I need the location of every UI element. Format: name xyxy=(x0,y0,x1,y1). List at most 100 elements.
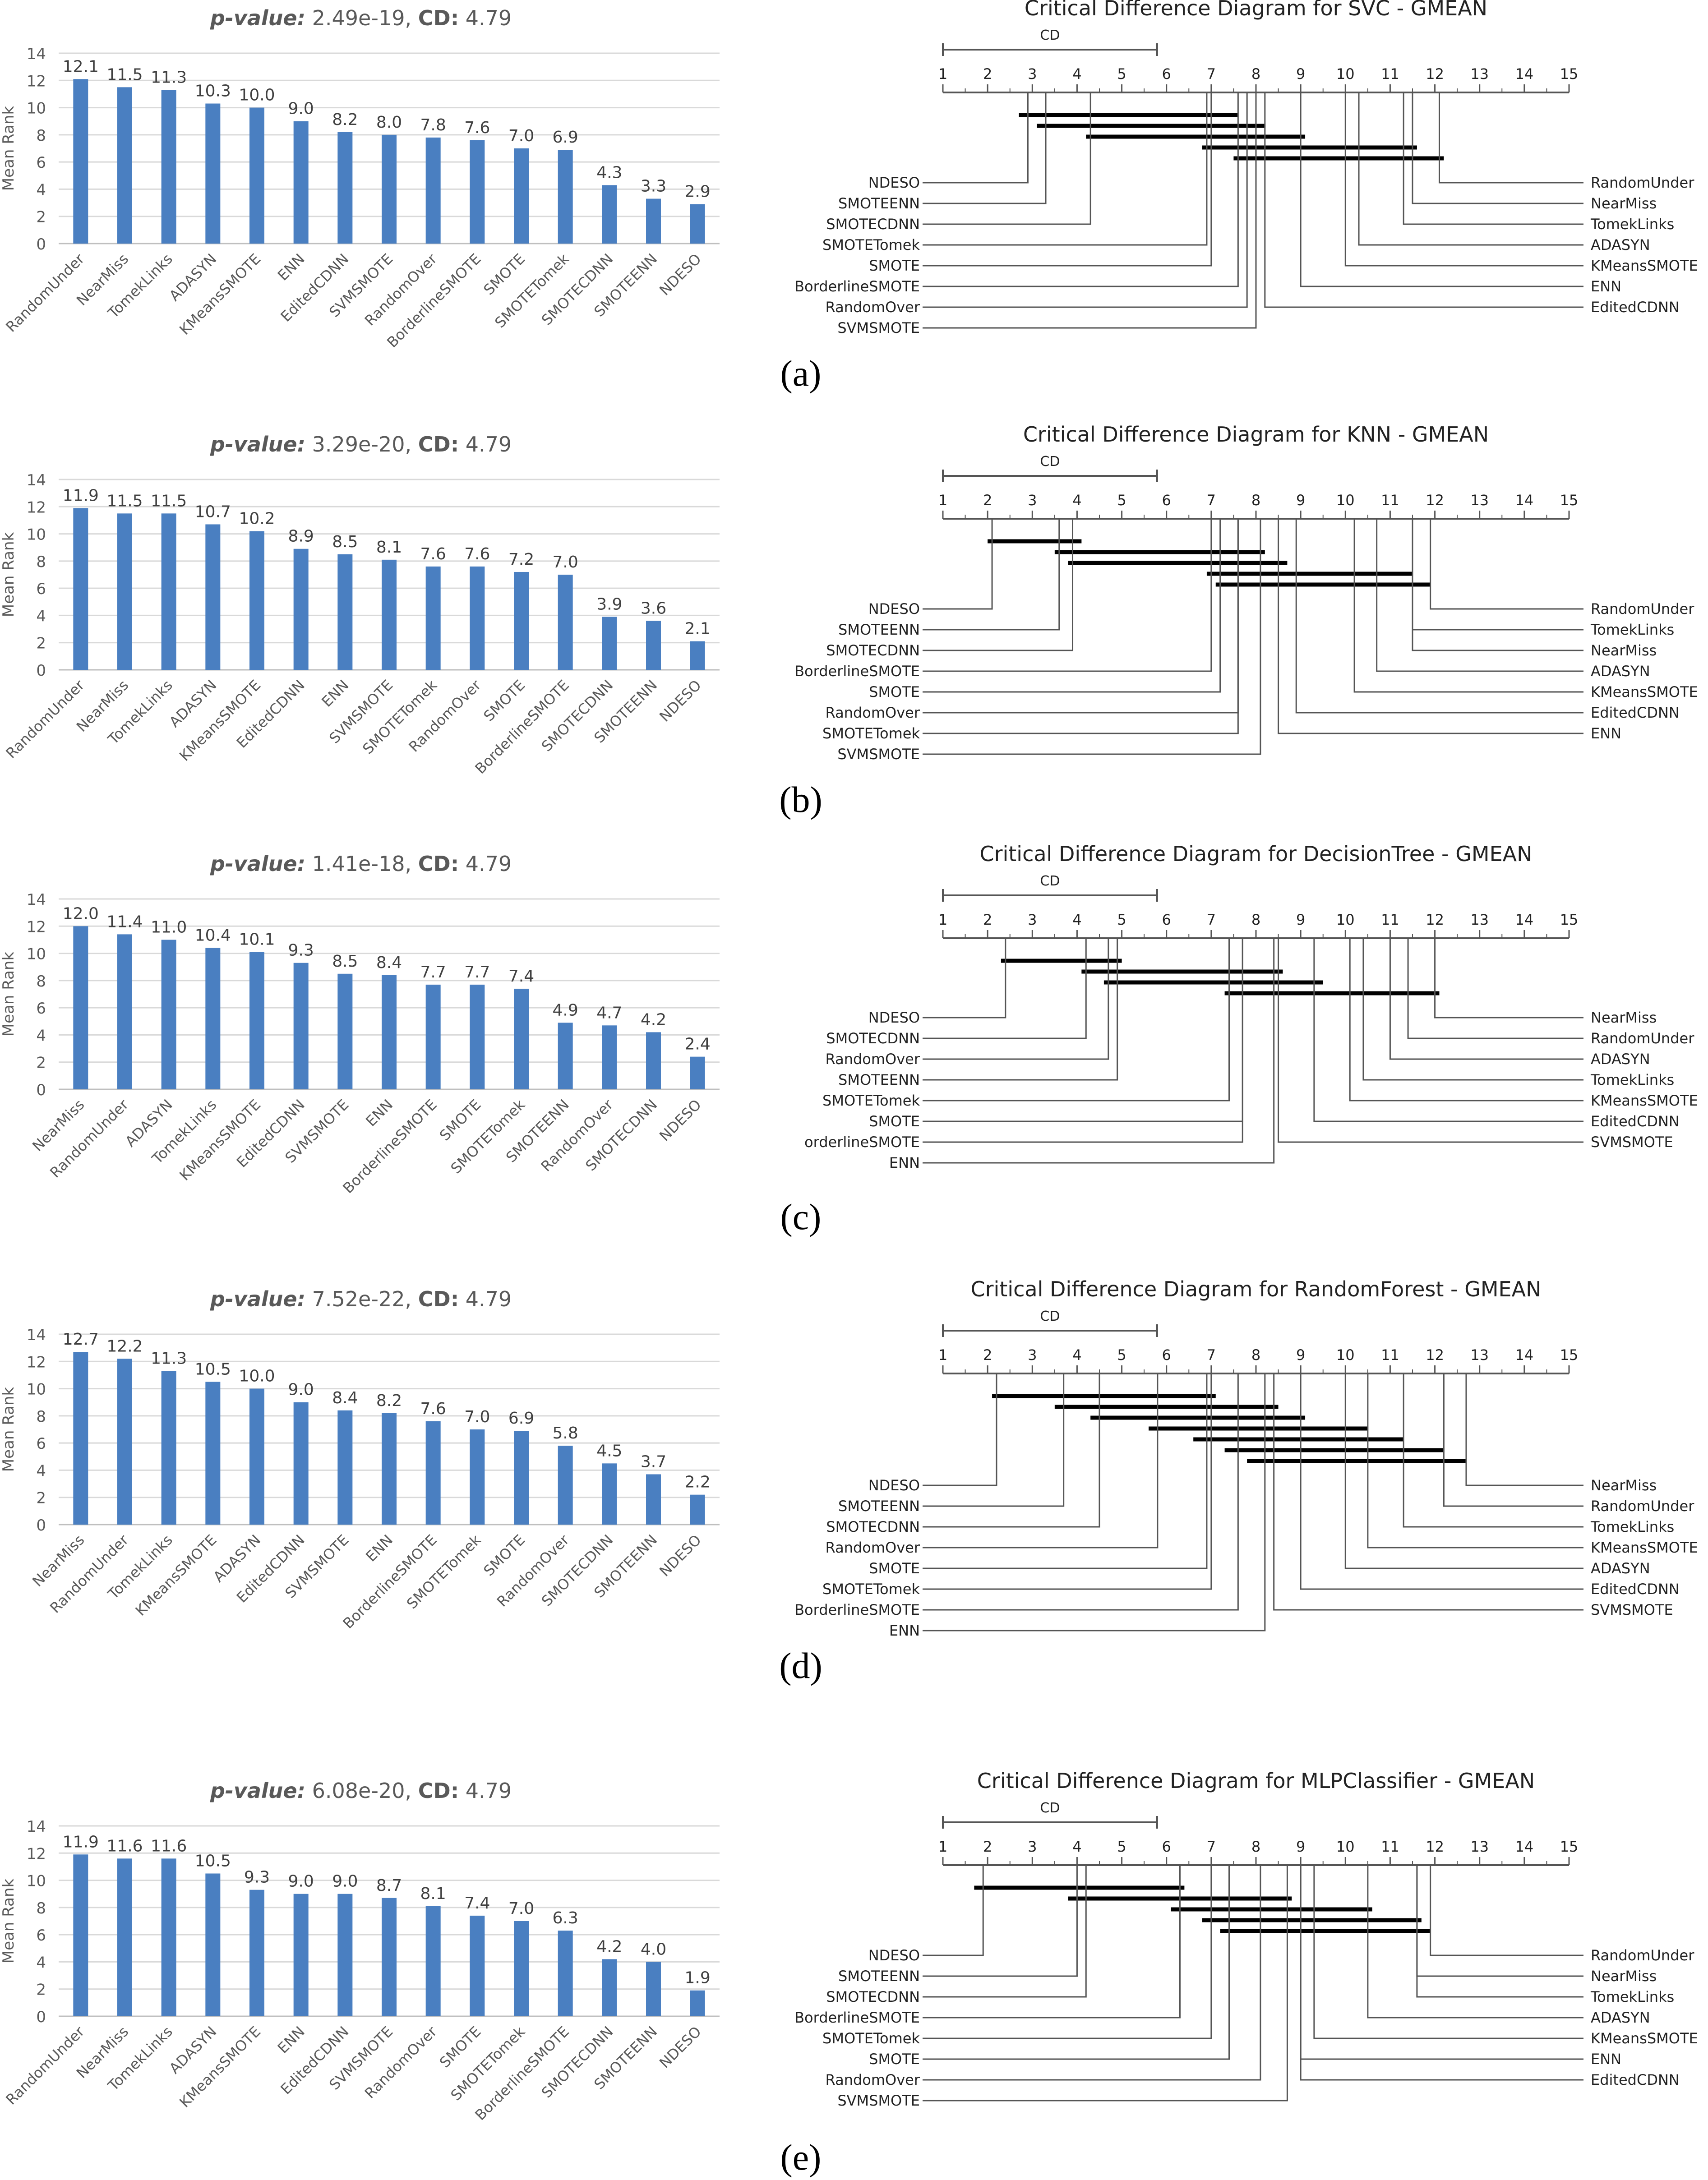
cd-interval-label: CD xyxy=(1040,873,1060,889)
method-leader-line xyxy=(923,1865,1288,2102)
method-label-EditedCDNN: EditedCDNN xyxy=(1591,1581,1680,1598)
cd-diagram: Critical Difference Diagram for MLPClass… xyxy=(794,1769,1698,2109)
rank-tick-label: 2 xyxy=(983,65,992,83)
rank-tick-label: 7 xyxy=(1207,65,1216,83)
rank-tick-label: 15 xyxy=(1560,1346,1579,1364)
bar-value-label: 10.5 xyxy=(195,1852,231,1871)
method-leader-line xyxy=(1344,1373,1583,1569)
method-label-ENN: ENN xyxy=(1591,278,1621,295)
method-leader-line xyxy=(1300,92,1583,287)
rank-tick-label: 9 xyxy=(1296,1346,1305,1364)
method-label-ADASYN: ADASYN xyxy=(1591,236,1650,253)
method-leader-line xyxy=(1273,1373,1583,1611)
y-axis-label: Mean Rank xyxy=(0,1387,18,1472)
method-label-SMOTEENN: SMOTEENN xyxy=(838,621,920,638)
title-pvalue-label: p-value: xyxy=(210,1779,305,1803)
rank-tick-label: 11 xyxy=(1381,1346,1399,1364)
rank-tick-label: 5 xyxy=(1117,65,1126,83)
method-label-RandomOver: RandomOver xyxy=(826,299,920,316)
method-leader-line xyxy=(1403,1373,1583,1528)
bar-value-label: 7.6 xyxy=(464,119,490,137)
bar-RandomOver xyxy=(425,1906,441,2016)
bar-value-label: 10.5 xyxy=(195,1360,231,1379)
bar-NearMiss xyxy=(73,1352,88,1525)
bar-RandomUnder xyxy=(73,508,88,670)
cd-diagram-title: Critical Difference Diagram for RandomFo… xyxy=(971,1277,1542,1301)
rank-tick-label: 2 xyxy=(983,1346,992,1364)
bar-value-label: 4.3 xyxy=(596,163,622,182)
method-label-KMeansSMOTE: KMeansSMOTE xyxy=(1591,683,1698,701)
bar-value-label: 10.1 xyxy=(239,931,275,949)
method-label-TomekLinks: TomekLinks xyxy=(1590,1988,1674,2005)
bar-NearMiss xyxy=(117,1858,132,2016)
method-label-SVMSMOTE: SVMSMOTE xyxy=(1591,1134,1673,1151)
y-tick-label: 12 xyxy=(27,498,46,516)
bar-value-label: 10.7 xyxy=(195,502,231,521)
rank-tick-label: 4 xyxy=(1072,65,1081,83)
rank-tick-label: 15 xyxy=(1560,911,1579,928)
method-leader-line xyxy=(923,938,1243,1122)
method-leader-line xyxy=(1465,1373,1583,1486)
rank-tick-label: 3 xyxy=(1028,492,1037,509)
x-tick-label: ENN xyxy=(362,1531,396,1565)
method-leader-line xyxy=(923,92,1047,204)
rank-tick-label: 12 xyxy=(1426,65,1444,83)
bar-chart-title: p-value: 7.52e-22, CD: 4.79 xyxy=(210,1287,512,1311)
method-leader-line xyxy=(1278,938,1583,1143)
method-label-NearMiss: NearMiss xyxy=(1591,1477,1657,1494)
rank-tick-label: 10 xyxy=(1336,911,1355,928)
rank-tick-label: 2 xyxy=(983,492,992,509)
rank-tick-label: 4 xyxy=(1072,1838,1081,1855)
panel-label: (b) xyxy=(779,779,822,820)
bar-value-label: 6.9 xyxy=(508,1409,534,1428)
bar-NearMiss xyxy=(73,926,88,1089)
rank-tick-label: 9 xyxy=(1296,65,1305,83)
y-tick-label: 6 xyxy=(36,154,46,172)
method-leader-line xyxy=(1295,519,1583,714)
x-tick-label: NDESO xyxy=(656,677,705,725)
method-label-KMeansSMOTE: KMeansSMOTE xyxy=(1591,1539,1698,1556)
method-label-SMOTEENN: SMOTEENN xyxy=(838,1968,920,1985)
rank-tick-label: 4 xyxy=(1072,1346,1081,1364)
method-leader-line xyxy=(1300,1865,1583,2060)
rank-tick-label: 13 xyxy=(1470,911,1489,928)
rank-tick-label: 7 xyxy=(1207,911,1216,928)
bar-TomekLinks xyxy=(161,1371,176,1525)
method-leader-line xyxy=(1430,1865,1583,1956)
title-cd-label: CD: xyxy=(418,1779,459,1803)
bar-value-label: 9.0 xyxy=(288,100,314,118)
x-tick-label: NDESO xyxy=(656,2023,705,2072)
y-tick-label: 8 xyxy=(36,553,46,571)
method-leader-line xyxy=(923,938,1118,1081)
method-label-NDESO: NDESO xyxy=(868,1009,920,1026)
method-label-EditedCDNN: EditedCDNN xyxy=(1591,704,1680,721)
bar-BorderlineSMOTE xyxy=(558,1931,573,2016)
cd-diagram-title: Critical Difference Diagram for Decision… xyxy=(979,842,1532,866)
method-label-ADASYN: ADASYN xyxy=(1591,663,1650,680)
method-leader-line xyxy=(923,1865,1078,1977)
bar-SMOTE xyxy=(514,572,529,670)
rank-tick-label: 11 xyxy=(1381,492,1399,509)
bar-EditedCDNN xyxy=(293,963,309,1089)
rank-tick-label: 12 xyxy=(1426,1838,1444,1855)
method-label-NearMiss: NearMiss xyxy=(1591,1009,1657,1026)
y-tick-label: 4 xyxy=(36,181,46,199)
y-tick-label: 6 xyxy=(36,1435,46,1453)
rank-tick-label: 4 xyxy=(1072,492,1081,509)
rank-tick-label: 14 xyxy=(1515,65,1533,83)
title-pvalue: 2.49e-19, xyxy=(305,6,418,30)
bar-RandomOver xyxy=(602,1025,617,1089)
bar-value-label: 7.0 xyxy=(553,553,578,572)
bar-value-label: 7.7 xyxy=(464,963,490,982)
method-label-RandomUnder: RandomUnder xyxy=(1591,1947,1694,1964)
bar-value-label: 7.0 xyxy=(508,1899,534,1918)
title-pvalue-label: p-value: xyxy=(210,432,305,456)
bar-ENN xyxy=(382,975,397,1089)
cd-diagram: Critical Difference Diagram for RandomFo… xyxy=(794,1277,1698,1639)
bar-NDESO xyxy=(690,1494,705,1525)
method-label-NDESO: NDESO xyxy=(868,174,920,191)
y-tick-label: 2 xyxy=(36,1489,46,1507)
method-leader-line xyxy=(923,1865,1230,2060)
rank-tick-label: 3 xyxy=(1028,65,1037,83)
cd-diagram: Critical Difference Diagram for SVC - GM… xyxy=(794,0,1698,336)
